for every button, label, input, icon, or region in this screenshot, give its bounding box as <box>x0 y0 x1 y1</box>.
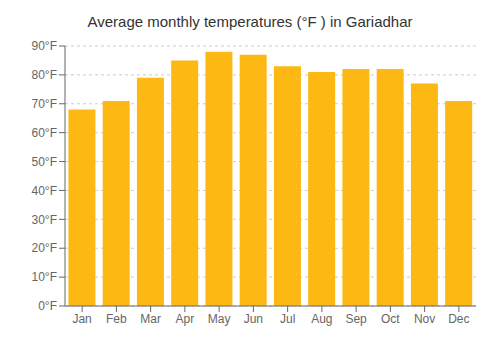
svg-text:30°F: 30°F <box>32 213 57 227</box>
svg-text:Feb: Feb <box>106 312 127 326</box>
svg-text:20°F: 20°F <box>32 241 57 255</box>
svg-text:10°F: 10°F <box>32 270 57 284</box>
html-text:Average monthly temperatures (: Average monthly temperatures (°F ) in Ga… <box>87 13 413 30</box>
svg-text:40°F: 40°F <box>32 184 57 198</box>
svg-text:0°F: 0°F <box>38 299 57 313</box>
svg-text:Dec: Dec <box>448 312 469 326</box>
svg-text:Jun: Jun <box>244 312 263 326</box>
svg-text:Nov: Nov <box>414 312 435 326</box>
svg-text:Oct: Oct <box>381 312 400 326</box>
svg-text:60°F: 60°F <box>32 126 57 140</box>
svg-text:70°F: 70°F <box>32 97 57 111</box>
svg-text:Sep: Sep <box>345 312 367 326</box>
svg-text:May: May <box>208 312 231 326</box>
svg-text:Apr: Apr <box>176 312 195 326</box>
svg-text:90°F: 90°F <box>32 39 57 53</box>
svg-text:50°F: 50°F <box>32 155 57 169</box>
svg-text:Jul: Jul <box>280 312 295 326</box>
svg-text:Mar: Mar <box>140 312 161 326</box>
svg-text:Aug: Aug <box>311 312 332 326</box>
svg-text:80°F: 80°F <box>32 68 57 82</box>
svg-text:Jan: Jan <box>72 312 91 326</box>
